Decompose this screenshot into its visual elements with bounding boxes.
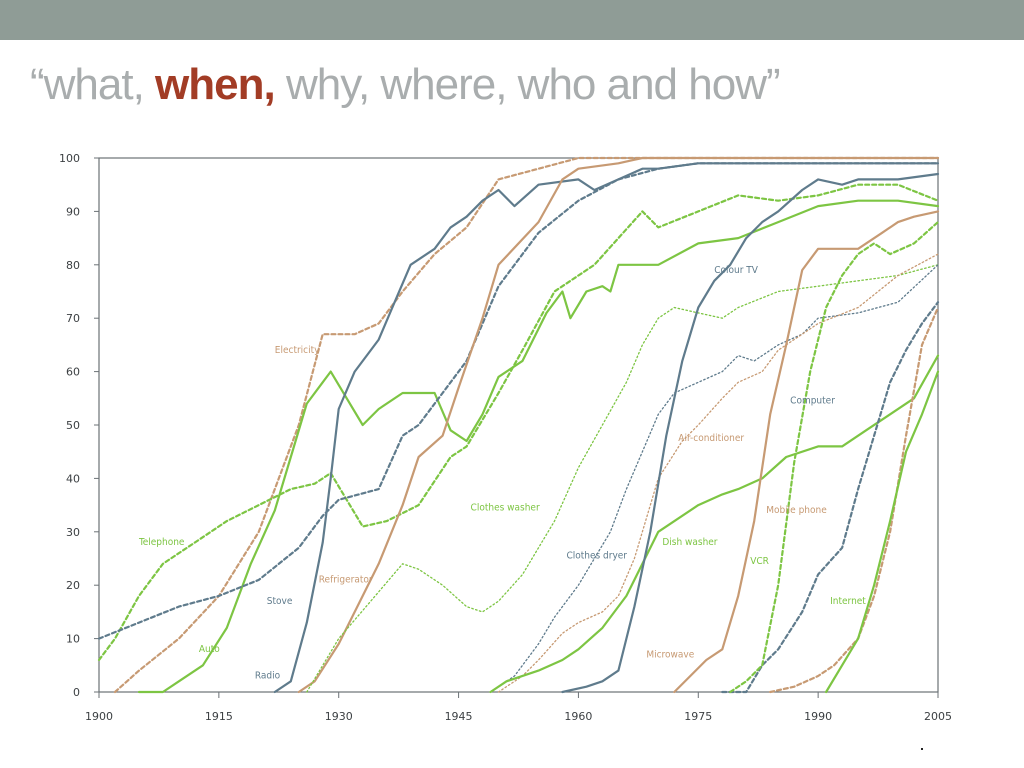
series-label-auto: Auto: [199, 644, 220, 655]
series-line-auto: [137, 199, 940, 694]
series-label-clothes-dryer: Clothes dryer: [566, 551, 627, 562]
title-part-what: what,: [43, 60, 156, 109]
series-line-internet: [825, 370, 940, 694]
plot-frame: [98, 157, 939, 693]
series-label-stove: Stove: [267, 596, 293, 607]
title-emphasis-when: when,: [155, 60, 276, 109]
series-label-radio: Radio: [255, 671, 281, 682]
x-tick-label: 1975: [684, 710, 712, 723]
title-quote-open: “: [30, 60, 45, 109]
series-line-electricity: [113, 156, 940, 694]
title-quote-close: ”: [765, 60, 781, 109]
y-tick-label: 10: [66, 633, 80, 646]
series-line-radio: [273, 162, 940, 694]
series-label-internet: Internet: [830, 596, 866, 607]
series-line-air-conditioner: [497, 253, 939, 693]
series-label-mobile-phone: Mobile phone: [766, 505, 827, 516]
series-line-microwave: [673, 210, 940, 694]
footer-dot: [921, 748, 923, 750]
y-tick-label: 70: [66, 312, 80, 325]
slide-title: “what, when, why, where, who and how”: [30, 60, 781, 110]
series-line-colour-tv: [561, 172, 940, 694]
series-line-mobile-phone: [769, 306, 940, 694]
series-line-telephone: [97, 183, 940, 662]
x-tick-label: 2005: [924, 710, 952, 723]
series-label-telephone: Telephone: [138, 537, 185, 548]
series-label-clothes-washer: Clothes washer: [471, 502, 540, 513]
series-label-air-conditioner: Air-conditioner: [678, 433, 744, 444]
y-tick-label: 50: [66, 419, 80, 432]
y-tick-label: 30: [66, 526, 80, 539]
series-line-vcr: [729, 221, 940, 694]
series-label-dish-washer: Dish washer: [662, 537, 717, 548]
y-tick-label: 0: [73, 686, 80, 699]
x-tick-label: 1960: [564, 710, 592, 723]
y-tick-label: 100: [59, 152, 80, 165]
header-bar: [0, 0, 1024, 40]
series-line-clothes-washer: [306, 264, 939, 693]
series-line-refrigerator: [297, 156, 940, 694]
y-tick-label: 20: [66, 579, 80, 592]
adoption-line-chart: 0 10 20 30 40 50 60 70 80 90 100 1900 1915 1930 1945 19…: [59, 152, 952, 723]
y-tick-label: 60: [66, 366, 80, 379]
x-tick-label: 1900: [85, 710, 113, 723]
series-line-dish-washer: [489, 354, 940, 694]
x-tick-label: 1930: [325, 710, 353, 723]
x-tick-label: 1915: [205, 710, 233, 723]
x-tick-label: 1945: [445, 710, 473, 723]
y-tick-label: 40: [66, 472, 80, 485]
series-line-stove: [97, 162, 940, 640]
series-label-refrigerator: Refrigerator: [319, 575, 373, 586]
x-tick-label: 1990: [804, 710, 832, 723]
series-label-microwave: Microwave: [646, 649, 694, 660]
y-tick-label: 80: [66, 259, 80, 272]
y-tick-label: 90: [66, 205, 80, 218]
series-label-vcr: VCR: [750, 556, 769, 567]
series-label-computer: Computer: [790, 396, 835, 407]
series-label-electricity: Electricity: [275, 345, 320, 356]
title-part-rest: why, where, who and how: [274, 60, 767, 109]
series-line-clothes-dryer: [489, 264, 939, 693]
series-label-colour-tv: Colour TV: [714, 265, 759, 276]
